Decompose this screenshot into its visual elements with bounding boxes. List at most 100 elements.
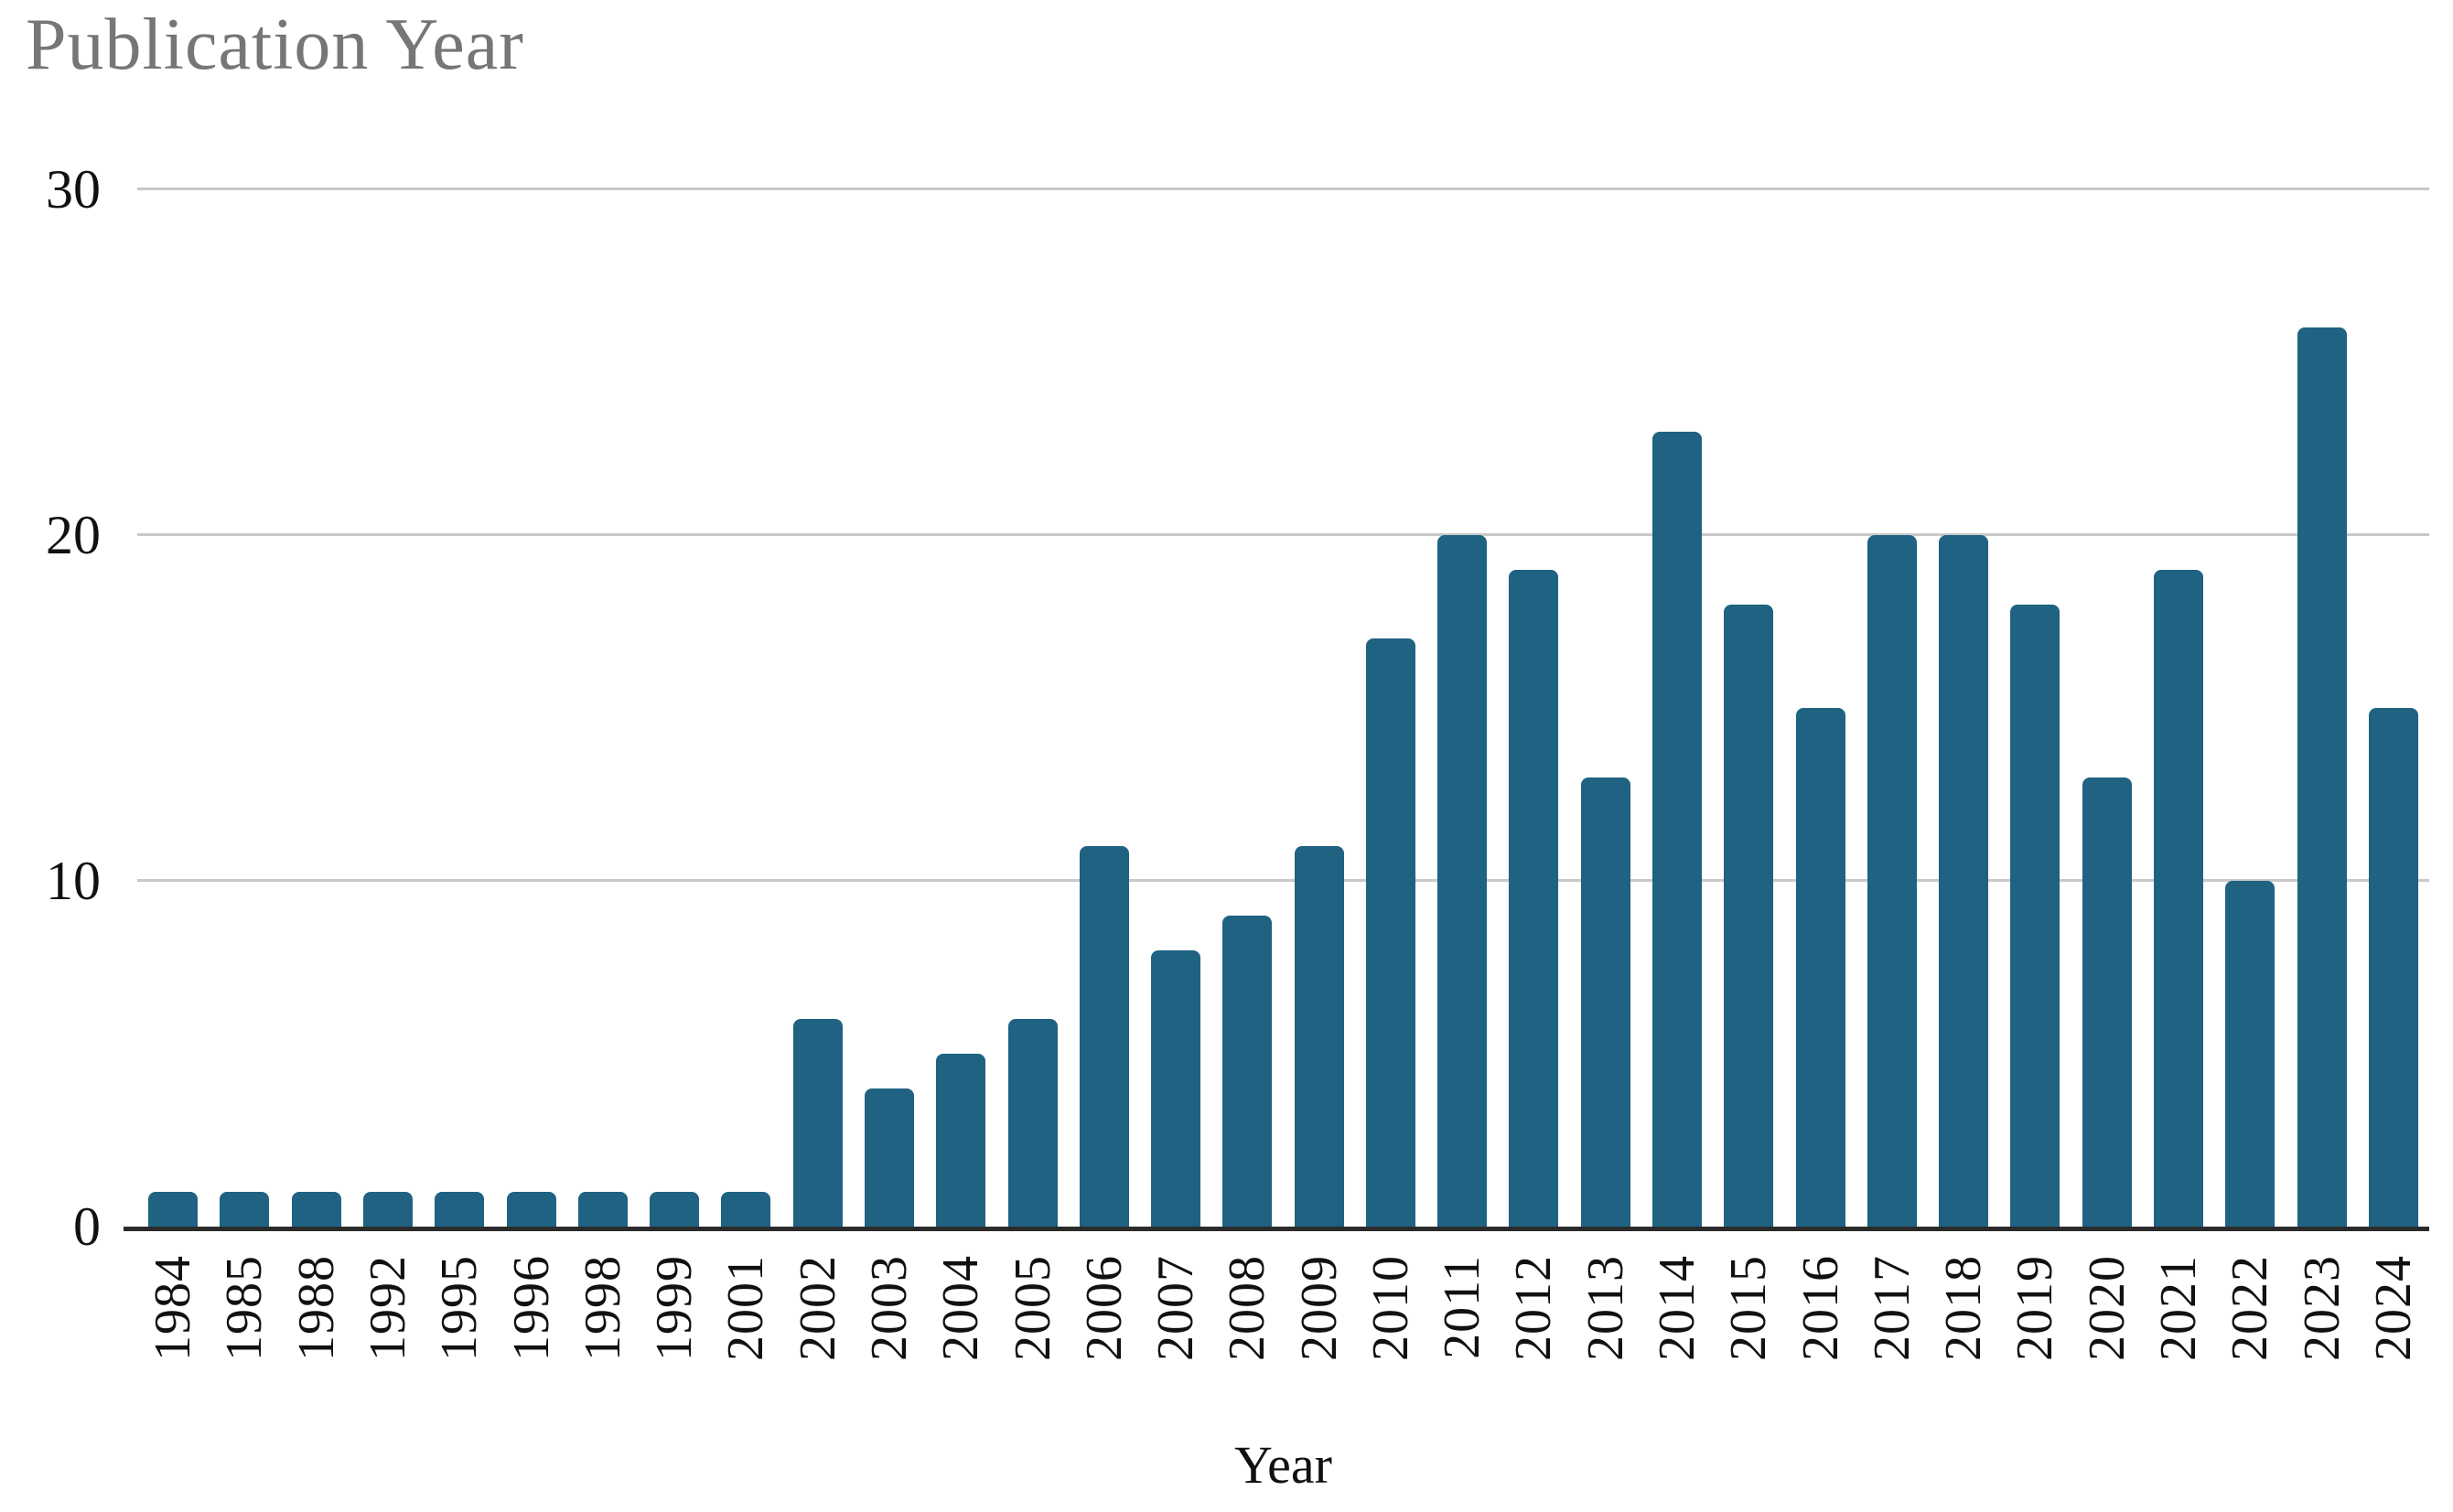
y-axis: 0 10 20 30 <box>0 129 101 1263</box>
bar-2007 <box>1151 949 1201 1227</box>
x-tick-label-text: 2014 <box>1649 1255 1706 1361</box>
bar-1984 <box>148 1192 199 1227</box>
x-tick-label-1984: 1984 <box>137 1255 209 1420</box>
x-tick-label-text: 2001 <box>717 1255 775 1361</box>
x-tick-label-text: 2019 <box>2007 1255 2064 1361</box>
bar-2003 <box>864 1088 914 1227</box>
x-tick-label-text: 2010 <box>1361 1255 1419 1361</box>
x-tick-label-2007: 2007 <box>1140 1255 1211 1420</box>
x-axis-title: Year <box>1234 1435 1332 1495</box>
x-tick-label-text: 2018 <box>1935 1255 1993 1361</box>
x-tick-label-1996: 1996 <box>495 1255 566 1420</box>
x-tick-label-2018: 2018 <box>1928 1255 1999 1420</box>
gridline-20 <box>137 533 2429 536</box>
y-tick-label-0: 0 <box>73 1196 101 1257</box>
bar-1999 <box>650 1192 700 1227</box>
x-tick-label-1995: 1995 <box>424 1255 495 1420</box>
y-tick-label-10: 10 <box>46 851 101 911</box>
bar-2006 <box>1079 846 1129 1227</box>
x-tick-label-1998: 1998 <box>567 1255 639 1420</box>
bar-2014 <box>1652 431 1703 1227</box>
bar-2022 <box>2225 881 2275 1227</box>
bar-2001 <box>721 1192 771 1227</box>
x-tick-label-text: 2005 <box>1004 1255 1061 1361</box>
bar-2013 <box>1580 777 1630 1227</box>
bar-2020 <box>2082 777 2132 1227</box>
y-tick-label-20: 20 <box>46 505 101 565</box>
x-axis-line <box>124 1227 2429 1231</box>
x-tick-label-text: 2003 <box>860 1255 918 1361</box>
x-tick-label-2009: 2009 <box>1284 1255 1355 1420</box>
x-tick-label-text: 2015 <box>1720 1255 1778 1361</box>
x-tick-label-text: 2023 <box>2293 1255 2351 1361</box>
x-tick-label-2021: 2021 <box>2143 1255 2214 1420</box>
x-tick-label-text: 2006 <box>1075 1255 1133 1361</box>
x-tick-label-2001: 2001 <box>710 1255 781 1420</box>
x-tick-label-2003: 2003 <box>854 1255 925 1420</box>
bar-2008 <box>1222 915 1273 1227</box>
x-tick-label-text: 1995 <box>431 1255 489 1361</box>
y-tick-label-30: 30 <box>46 159 101 220</box>
gridline-10 <box>137 879 2429 882</box>
x-tick-label-1999: 1999 <box>639 1255 710 1420</box>
bar-2018 <box>1939 535 1989 1227</box>
x-tick-label-text: 2004 <box>932 1255 990 1361</box>
bar-2012 <box>1509 569 1559 1227</box>
x-tick-label-text: 1985 <box>216 1255 274 1361</box>
bar-2019 <box>2010 604 2060 1227</box>
x-tick-label-text: 1992 <box>359 1255 416 1361</box>
x-tick-label-text: 2021 <box>2150 1255 2208 1361</box>
bar-2021 <box>2154 569 2204 1227</box>
x-tick-label-text: 2024 <box>2364 1255 2422 1361</box>
bar-2011 <box>1437 535 1488 1227</box>
bar-1985 <box>220 1192 270 1227</box>
bar-2009 <box>1294 846 1344 1227</box>
x-tick-label-text: 1998 <box>574 1255 631 1361</box>
x-tick-label-text: 2016 <box>1791 1255 1849 1361</box>
x-tick-label-2004: 2004 <box>925 1255 996 1420</box>
x-tick-label-text: 2012 <box>1505 1255 1563 1361</box>
x-tick-label-2010: 2010 <box>1355 1255 1426 1420</box>
x-tick-label-2020: 2020 <box>2071 1255 2143 1420</box>
bar-1998 <box>577 1192 628 1227</box>
x-tick-label-2017: 2017 <box>1856 1255 1928 1420</box>
bar-1995 <box>435 1192 485 1227</box>
x-tick-label-text: 2022 <box>2222 1255 2279 1361</box>
bar-2010 <box>1365 638 1415 1227</box>
x-tick-label-2012: 2012 <box>1498 1255 1569 1420</box>
chart-title: Publication Year <box>26 5 524 85</box>
x-tick-label-2016: 2016 <box>1784 1255 1856 1420</box>
x-tick-label-text: 2020 <box>2078 1255 2136 1361</box>
bar-2023 <box>2297 327 2347 1227</box>
x-tick-label-text: 2009 <box>1290 1255 1348 1361</box>
x-tick-label-text: 1996 <box>502 1255 560 1361</box>
x-tick-label-text: 2002 <box>789 1255 846 1361</box>
bar-2005 <box>1007 1019 1058 1227</box>
x-tick-label-text: 2017 <box>1863 1255 1920 1361</box>
plot-area <box>124 129 2429 1231</box>
x-tick-label-1992: 1992 <box>352 1255 424 1420</box>
x-tick-label-2023: 2023 <box>2286 1255 2357 1420</box>
x-tick-label-text: 2007 <box>1147 1255 1205 1361</box>
bar-2024 <box>2368 708 2418 1227</box>
x-axis: 1984 1985 1988 1992 1995 1996 1998 1999 2001 2002… <box>137 1255 2429 1424</box>
bar-2017 <box>1867 535 1917 1227</box>
x-tick-label-2022: 2022 <box>2214 1255 2286 1420</box>
x-tick-label-1988: 1988 <box>281 1255 352 1420</box>
bar-1992 <box>362 1192 413 1227</box>
x-tick-label-2014: 2014 <box>1641 1255 1713 1420</box>
x-tick-label-text: 2011 <box>1434 1255 1491 1359</box>
bar-2004 <box>936 1054 986 1227</box>
x-tick-label-text: 1999 <box>646 1255 704 1361</box>
x-tick-label-text: 1988 <box>287 1255 345 1361</box>
x-tick-label-2002: 2002 <box>782 1255 854 1420</box>
bar-1996 <box>506 1192 556 1227</box>
x-tick-label-text: 2008 <box>1219 1255 1276 1361</box>
gridline-30 <box>137 188 2429 190</box>
x-tick-label-2005: 2005 <box>996 1255 1068 1420</box>
x-tick-label-2006: 2006 <box>1069 1255 1140 1420</box>
bar-2002 <box>792 1019 843 1227</box>
x-tick-label-2024: 2024 <box>2358 1255 2429 1420</box>
bar-2016 <box>1795 708 1845 1227</box>
